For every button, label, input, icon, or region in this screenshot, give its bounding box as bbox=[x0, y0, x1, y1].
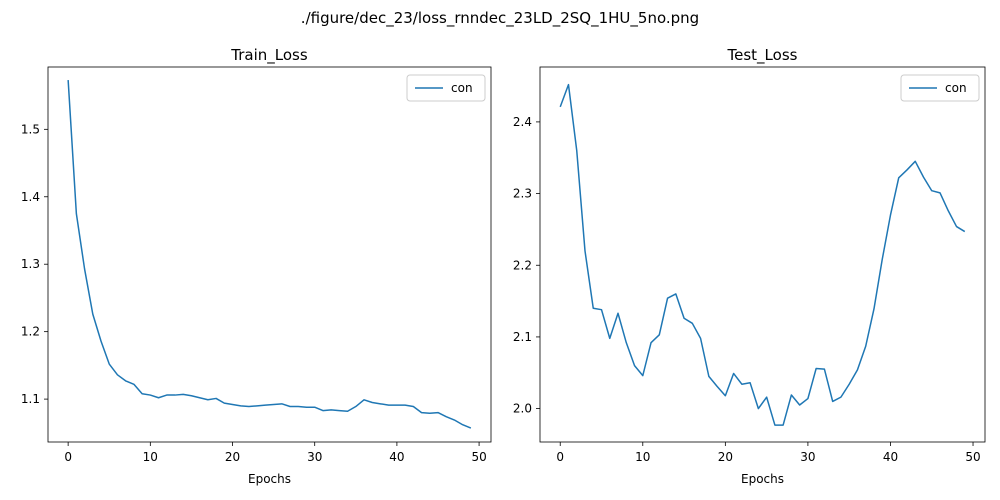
train-loss-xtick-label: 30 bbox=[307, 450, 322, 464]
test-loss-xlabel: Epochs bbox=[741, 472, 784, 486]
train-loss-panel: Train_Loss 0 10 20 30 40 50 1.1 1.2 1.3 1.4 1.5 Epoc… bbox=[21, 46, 492, 486]
train-loss-ytick-label: 1.2 bbox=[21, 325, 40, 339]
test-loss-xtick-label: 50 bbox=[965, 450, 980, 464]
train-loss-legend-box bbox=[406, 74, 486, 102]
test-loss-xtick-label: 30 bbox=[800, 450, 815, 464]
train-loss-ytick-label: 1.1 bbox=[21, 392, 40, 406]
train-loss-ytick-label: 1.4 bbox=[21, 190, 40, 204]
test-loss-panel: Test_Loss 0 10 20 30 40 50 2.0 2.1 2.2 2.3 2.4 Epoch… bbox=[513, 46, 986, 486]
test-loss-line-con bbox=[559, 83, 966, 426]
test-loss-ytick-label: 2.1 bbox=[513, 330, 532, 344]
test-loss-legend-label: con bbox=[945, 81, 967, 95]
test-loss-ytick-label: 2.3 bbox=[513, 187, 532, 201]
train-loss-line-con bbox=[67, 80, 472, 429]
train-loss-xtick-label: 20 bbox=[225, 450, 240, 464]
train-loss-legend: con bbox=[406, 74, 486, 102]
train-loss-ytick-label: 1.5 bbox=[21, 122, 40, 136]
train-loss-xtick-label: 40 bbox=[389, 450, 404, 464]
test-loss-xtick-label: 20 bbox=[718, 450, 733, 464]
test-loss-ytick-label: 2.0 bbox=[513, 402, 532, 416]
test-loss-legend: con bbox=[900, 74, 980, 102]
test-loss-xtick-label: 10 bbox=[635, 450, 650, 464]
train-loss-axes-frame bbox=[47, 66, 492, 443]
test-loss-xtick-label: 0 bbox=[556, 450, 564, 464]
figure-suptitle: ./figure/dec_23/loss_rnndec_23LD_2SQ_1HU… bbox=[301, 9, 699, 28]
train-loss-xtick-label: 0 bbox=[64, 450, 72, 464]
test-loss-ytick-label: 2.2 bbox=[513, 258, 532, 272]
train-loss-ytick-label: 1.3 bbox=[21, 257, 40, 271]
train-loss-xlabel: Epochs bbox=[248, 472, 291, 486]
train-loss-legend-label: con bbox=[451, 81, 473, 95]
train-loss-xtick-label: 50 bbox=[471, 450, 486, 464]
train-loss-title: Train_Loss bbox=[230, 46, 308, 65]
test-loss-xtick-label: 40 bbox=[883, 450, 898, 464]
test-loss-ytick-label: 2.4 bbox=[513, 115, 532, 129]
test-loss-legend-box bbox=[900, 74, 980, 102]
train-loss-xtick-label: 10 bbox=[143, 450, 158, 464]
test-loss-axes-frame bbox=[539, 66, 986, 443]
test-loss-title: Test_Loss bbox=[727, 46, 798, 65]
